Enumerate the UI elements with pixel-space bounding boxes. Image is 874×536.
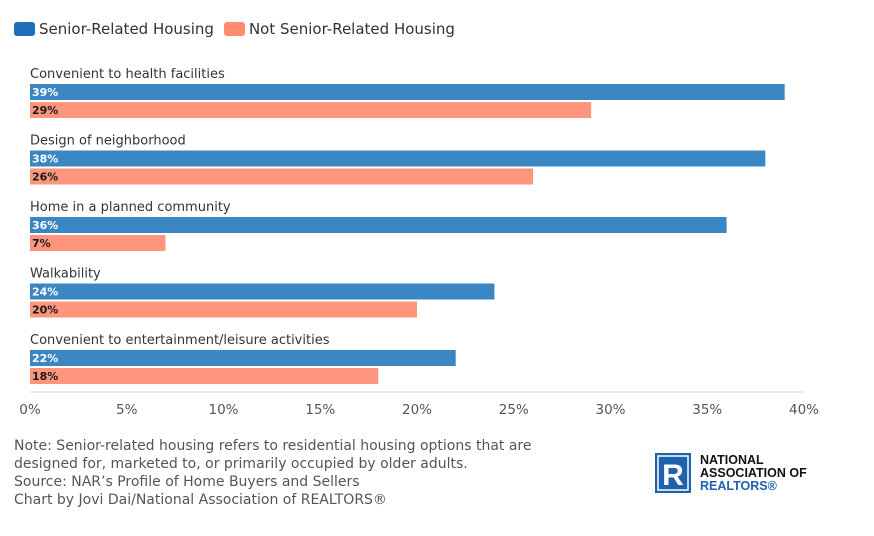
x-tick-label: 10%: [208, 402, 238, 418]
legend-item-senior: Senior-Related Housing: [14, 20, 214, 38]
bar-label-not-senior: 18%: [32, 370, 58, 383]
bar-not-senior: [30, 301, 417, 318]
bar-label-not-senior: 7%: [32, 237, 51, 250]
category-label: Walkability: [30, 267, 101, 282]
legend-label-not-senior: Not Senior-Related Housing: [248, 20, 455, 38]
logo-line-2: ASSOCIATION OF: [700, 465, 807, 480]
bar-not-senior: [30, 102, 592, 118]
x-tick-label: 30%: [595, 402, 625, 418]
bar-label-senior: 39%: [32, 86, 58, 99]
x-tick-label: 20%: [402, 402, 432, 418]
note-line-2: designed for, marketed to, or primarily …: [14, 456, 468, 472]
bar-not-senior: [30, 368, 379, 384]
logo-line-3: REALTORS®: [700, 478, 777, 493]
bar-label-senior: 36%: [32, 219, 58, 232]
bar-label-senior: 22%: [32, 352, 58, 365]
legend-swatch-senior: [14, 22, 35, 36]
bar-senior: [30, 150, 766, 167]
chart-notes: Note: Senior-related housing refers to r…: [14, 437, 634, 509]
bar-senior: [30, 217, 727, 233]
category-label: Home in a planned community: [30, 200, 231, 215]
x-tick-label: 15%: [305, 402, 335, 418]
legend-swatch-not-senior: [223, 22, 245, 36]
source-line: Source: NAR’s Profile of Home Buyers and…: [14, 474, 360, 490]
logo-mark-letter: R: [662, 459, 684, 492]
x-tick-label: 40%: [789, 402, 819, 418]
credit-line: Chart by Jovi Dai/National Association o…: [14, 492, 387, 508]
category-label: Design of neighborhood: [30, 134, 186, 149]
category-label: Convenient to entertainment/leisure acti…: [30, 333, 330, 348]
x-tick-label: 35%: [692, 402, 722, 418]
bar-label-not-senior: 26%: [32, 171, 58, 184]
bar-not-senior: [30, 168, 534, 185]
bar-label-not-senior: 20%: [32, 304, 58, 317]
bar-label-senior: 38%: [32, 153, 58, 166]
bar-senior: [30, 350, 456, 366]
logo-wordmark: NATIONAL ASSOCIATION OF REALTORS®: [700, 452, 807, 493]
bar-chart: Convenient to health facilities 39% 29% Des…: [19, 67, 819, 418]
legend-label-senior: Senior-Related Housing: [39, 20, 214, 38]
logo-line-1: NATIONAL: [700, 452, 764, 467]
bar-label-not-senior: 29%: [32, 104, 58, 117]
x-tick-label: 25%: [499, 402, 529, 418]
note-line-1: Note: Senior-related housing refers to r…: [14, 438, 532, 454]
nar-logo: R NATIONAL ASSOCIATION OF REALTORS®: [655, 453, 807, 493]
category-label: Convenient to health facilities: [30, 67, 225, 82]
legend-item-not-senior: Not Senior-Related Housing: [223, 20, 455, 38]
x-tick-label: 0%: [19, 402, 41, 418]
bar-senior: [30, 283, 495, 300]
bar-senior: [30, 84, 785, 100]
chart-legend: Senior-Related Housing Not Senior-Relate…: [14, 20, 465, 38]
realtor-r-logo-icon: R: [655, 453, 691, 493]
bar-not-senior: [30, 235, 166, 251]
x-tick-label: 5%: [116, 402, 138, 418]
bar-label-senior: 24%: [32, 286, 58, 299]
